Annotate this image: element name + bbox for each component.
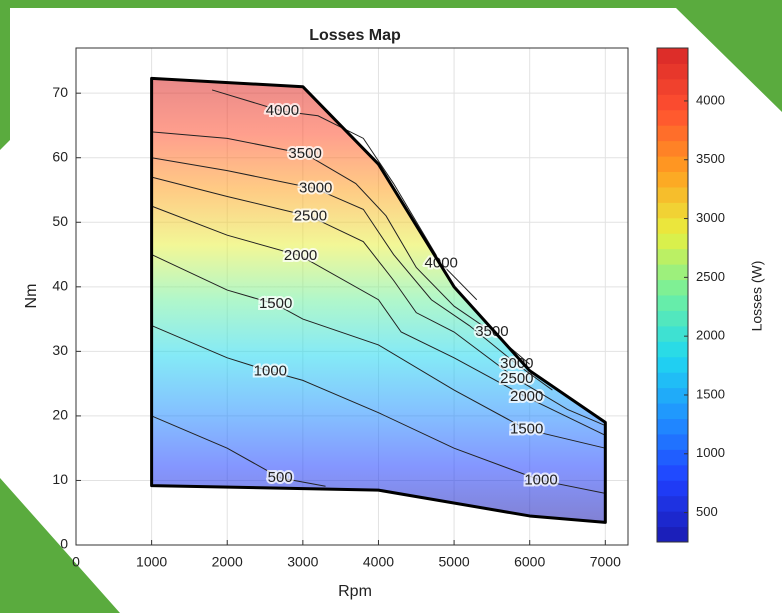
contour-label: 4000 — [266, 102, 299, 119]
contour-line — [151, 157, 553, 391]
colorbar-band — [657, 511, 688, 528]
colorbar-tick-label: 2500 — [696, 269, 725, 284]
colorbar-band — [657, 202, 688, 219]
colorbar-band — [657, 248, 688, 265]
colorbar-band — [657, 480, 688, 497]
y-axis-label: Nm — [23, 284, 40, 309]
y-tick-label: 20 — [52, 407, 68, 423]
contour-line — [151, 131, 531, 365]
contour-label: 3000 — [299, 180, 332, 197]
contours: 5001000100015001500200020002500250030003… — [150, 76, 607, 524]
colorbar-band — [657, 94, 688, 111]
colorbar-band — [657, 78, 688, 95]
x-tick-label: 6000 — [514, 554, 545, 570]
colorbar-band — [657, 217, 688, 234]
contour-label: 1000 — [254, 362, 287, 379]
contour-label: 500 — [268, 469, 293, 486]
y-tick-label: 60 — [52, 148, 68, 164]
y-tick-label: 10 — [52, 471, 68, 487]
colorbar-tick-label: 2000 — [696, 328, 725, 343]
x-tick-label: 5000 — [439, 554, 470, 570]
colorbar-tick-label: 3500 — [696, 151, 725, 166]
contour-line — [151, 325, 606, 494]
colorbar-frame — [656, 47, 689, 543]
chart-title: Losses Map — [309, 27, 401, 44]
colorbar-band — [657, 310, 688, 327]
colorbar-tick-label: 3000 — [696, 210, 725, 225]
colorbar-band — [657, 125, 688, 142]
colorbar-band — [657, 48, 688, 64]
x-tick-label: 0 — [72, 554, 80, 570]
y-tick-label: 40 — [52, 278, 68, 294]
colorbar-band — [657, 156, 688, 172]
colorbar-band — [657, 433, 688, 450]
contour-label: 2000 — [510, 388, 543, 405]
colorbar-tick-label: 500 — [696, 504, 718, 519]
y-tick-label: 30 — [52, 342, 68, 358]
y-tick-label: 0 — [60, 536, 68, 552]
colorbar-band — [657, 63, 688, 80]
contour-label: 1500 — [259, 295, 292, 312]
colorbar-band — [657, 526, 688, 543]
contour-line — [151, 415, 326, 487]
x-tick-label: 2000 — [212, 554, 243, 570]
colorbar-band — [657, 495, 688, 512]
x-axis-label: Rpm — [338, 583, 372, 600]
contour-label: 4000 — [425, 255, 458, 272]
colorbar-band — [657, 464, 688, 481]
contour-label: 1500 — [510, 420, 543, 437]
colorbar-band — [657, 341, 688, 358]
colorbar-band — [657, 233, 688, 250]
colorbar-band — [657, 449, 688, 466]
y-tick-label: 50 — [52, 213, 68, 229]
plot-frame — [75, 47, 629, 546]
colorbar-band — [657, 356, 688, 373]
colorbar-tick-label: 1000 — [696, 445, 725, 460]
contour-label: 3500 — [475, 323, 508, 340]
colorbar-band — [657, 403, 688, 419]
contour-label: 2500 — [294, 207, 327, 224]
colorbar-tick-label: 1500 — [696, 386, 725, 401]
colorbar-band — [657, 109, 688, 126]
x-tick-label: 7000 — [590, 554, 621, 570]
colorbar-band — [657, 387, 688, 404]
colorbar-label: Losses (W) — [749, 261, 765, 332]
x-tick-label: 4000 — [363, 554, 394, 570]
colorbar-band — [657, 325, 688, 342]
colorbar-band — [657, 279, 688, 296]
contour-label: 2000 — [284, 247, 317, 264]
colorbar-band — [657, 264, 688, 281]
colorbar-tick-label: 4000 — [696, 92, 725, 107]
operating-boundary — [150, 76, 607, 524]
contour-label: 1000 — [524, 471, 557, 488]
colorbar-band — [657, 295, 688, 311]
x-tick-label: 3000 — [287, 554, 318, 570]
colorbar-band — [657, 186, 688, 203]
contour-line — [151, 254, 606, 449]
contour-label: 3500 — [288, 145, 321, 162]
colorbar-band — [657, 171, 688, 188]
y-tick-label: 70 — [52, 84, 68, 100]
x-tick-label: 1000 — [136, 554, 167, 570]
contour-line — [151, 176, 606, 427]
colorbar-band — [657, 372, 688, 389]
contour-line — [151, 205, 606, 436]
colorbar-band — [657, 140, 688, 157]
contour-label: 2500 — [500, 370, 533, 387]
colorbar-band — [657, 418, 688, 435]
